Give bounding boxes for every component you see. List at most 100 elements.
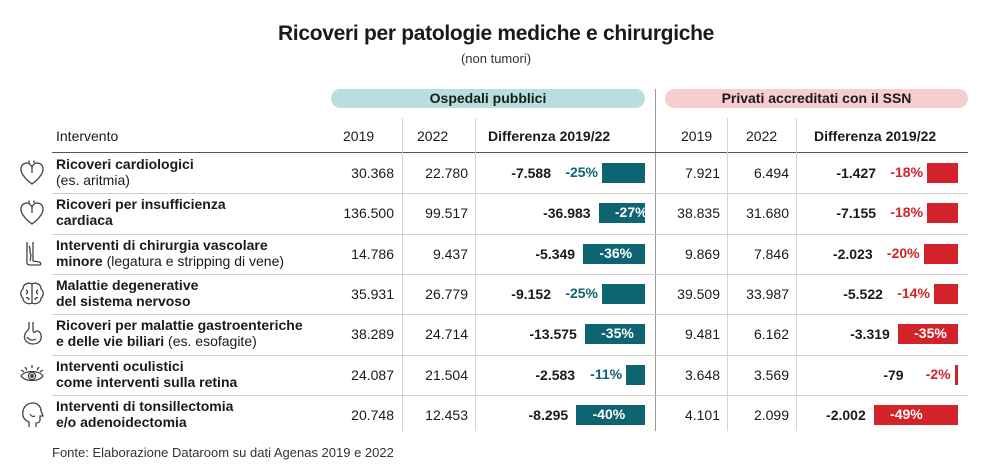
column-divider <box>475 118 476 431</box>
row-divider <box>52 273 968 275</box>
priv-diff-bar <box>897 324 958 345</box>
priv-diff-value: -3.319 <box>850 326 890 343</box>
priv-diff-bar <box>927 163 958 183</box>
priv-2022-value: 3.569 <box>753 366 789 383</box>
pub-diff-bar <box>602 283 645 304</box>
heart-icon <box>18 199 46 227</box>
table-row: Malattie degenerative del sistema nervoso… <box>0 274 992 314</box>
row-label-line2-normal: (es. aritmia) <box>56 172 130 188</box>
pub-diff-bar <box>602 163 645 183</box>
pub-2019-value: 35.931 <box>351 285 394 302</box>
priv-2022-value: 6.162 <box>753 326 789 343</box>
group-band-private: Privati accreditati con il SSN <box>665 89 968 108</box>
pub-diff-percent: -11% <box>590 365 623 382</box>
row-label-line1: Interventi di chirurgia vascolare <box>56 236 268 253</box>
pub-diff-value: -13.575 <box>529 326 577 343</box>
header-rule <box>52 152 968 153</box>
pub-diff-value: -9.152 <box>511 285 551 302</box>
pub-2022-value: 21.504 <box>425 366 468 383</box>
row-label-line2-bold: del sistema nervoso <box>56 292 191 309</box>
row-label: Ricoveri per malattie gastroenteriche e d… <box>56 317 326 349</box>
priv-diff-percent: -20% <box>886 244 920 261</box>
group-band-public: Ospedali pubblici <box>331 89 645 108</box>
row-label-line2-bold: minore <box>56 252 103 269</box>
row-label: Interventi di tonsillectomia e/o adenoide… <box>56 398 326 430</box>
priv-diff-percent: -49% <box>890 405 923 422</box>
priv-2022-value: 2.099 <box>753 406 789 423</box>
row-label: Ricoveri cardiologici (es. aritmia) <box>56 156 326 188</box>
row-label: Malattie degenerative del sistema nervoso <box>56 277 326 309</box>
row-label: Ricoveri per insufficienza cardiaca <box>56 196 326 228</box>
stomach-icon <box>18 320 46 348</box>
row-divider <box>52 354 968 356</box>
heart-icon <box>18 159 46 187</box>
row-label-line2-bold: cardiaca <box>56 212 113 229</box>
pub-diff-bar <box>576 404 645 425</box>
priv-diff-value: -2.002 <box>826 406 866 423</box>
pub-2022-value: 9.437 <box>432 245 468 262</box>
column-header-priv-2022: 2022 <box>746 128 778 144</box>
pub-diff-value: -5.349 <box>535 245 576 262</box>
row-label-line1: Ricoveri cardiologici <box>56 156 194 172</box>
priv-diff-percent: -18% <box>890 204 924 221</box>
pub-2019-value: 24.087 <box>351 366 394 383</box>
pub-diff-bar <box>626 364 645 385</box>
pub-2019-value: 38.289 <box>351 326 394 343</box>
table-row: Ricoveri per malattie gastroenteriche e d… <box>0 314 992 354</box>
priv-2019-value: 9.869 <box>684 245 720 262</box>
column-header-priv-diff: Differenza 2019/22 <box>814 128 937 144</box>
pub-diff-percent: -40% <box>592 405 626 422</box>
row-divider <box>52 193 968 195</box>
pub-diff-percent: -25% <box>565 164 598 180</box>
table-row: Interventi di tonsillectomia e/o adenoide… <box>0 395 992 435</box>
column-header-intervention: Intervento <box>56 128 119 144</box>
pub-2022-value: 24.714 <box>425 326 468 343</box>
column-header-pub-2022: 2022 <box>417 128 449 144</box>
priv-2019-value: 9.481 <box>684 326 720 343</box>
pub-diff-value: -7.588 <box>511 165 551 181</box>
priv-diff-percent: -14% <box>897 284 930 301</box>
pub-2019-value: 20.748 <box>351 406 394 423</box>
chart-subtitle: (non tumori) <box>460 51 532 66</box>
pub-diff-value: -2.583 <box>535 366 576 383</box>
column-header-pub-diff: Differenza 2019/22 <box>488 128 611 144</box>
priv-2022-value: 7.846 <box>753 245 789 262</box>
pub-diff-percent: -35% <box>601 325 634 342</box>
pub-diff-value: -36.983 <box>543 205 591 222</box>
pub-diff-value: -8.295 <box>528 406 569 423</box>
pub-2019-value: 14.786 <box>351 245 394 262</box>
row-label-line1: Malattie degenerative <box>56 276 199 293</box>
pub-diff-bar <box>584 324 645 345</box>
priv-diff-value: -1.427 <box>836 165 877 181</box>
head-profile-icon <box>18 401 46 429</box>
priv-diff-bar <box>954 364 958 385</box>
pub-2019-value: 30.368 <box>351 165 394 181</box>
pub-diff-bar <box>583 243 645 264</box>
column-header-priv-2019: 2019 <box>681 128 713 144</box>
pub-2022-value: 99.517 <box>425 205 468 222</box>
row-divider <box>52 394 968 396</box>
priv-diff-percent: -18% <box>890 164 924 180</box>
row-label: Interventi di chirurgia vascolare minore … <box>56 237 326 269</box>
pub-2022-value: 12.453 <box>425 406 468 423</box>
priv-2022-value: 33.987 <box>746 285 789 302</box>
priv-diff-percent: -2% <box>925 365 951 382</box>
priv-2019-value: 38.835 <box>677 205 720 222</box>
row-divider <box>52 233 968 235</box>
priv-diff-bar <box>923 243 958 264</box>
priv-2019-value: 39.509 <box>677 285 720 302</box>
pub-diff-percent: -27% <box>614 204 648 221</box>
row-label-line2-bold: come interventi sulla retina <box>56 373 238 390</box>
row-label-line2-normal: (legatura e stripping di vene) <box>102 252 285 269</box>
column-header-pub-2019: 2019 <box>343 128 375 144</box>
column-divider <box>727 118 728 431</box>
priv-2022-value: 6.494 <box>753 165 789 181</box>
column-divider <box>796 118 797 431</box>
table-row: Ricoveri per insufficienza cardiaca 136.50… <box>0 193 992 233</box>
priv-diff-bar <box>933 283 958 304</box>
priv-diff-bar <box>873 404 958 425</box>
row-label-line2-bold: e/o adenoidectomia <box>56 413 187 430</box>
row-label-line1: Ricoveri per insufficienza <box>56 196 226 213</box>
priv-2022-value: 31.680 <box>746 205 789 222</box>
pub-diff-bar <box>598 203 645 224</box>
